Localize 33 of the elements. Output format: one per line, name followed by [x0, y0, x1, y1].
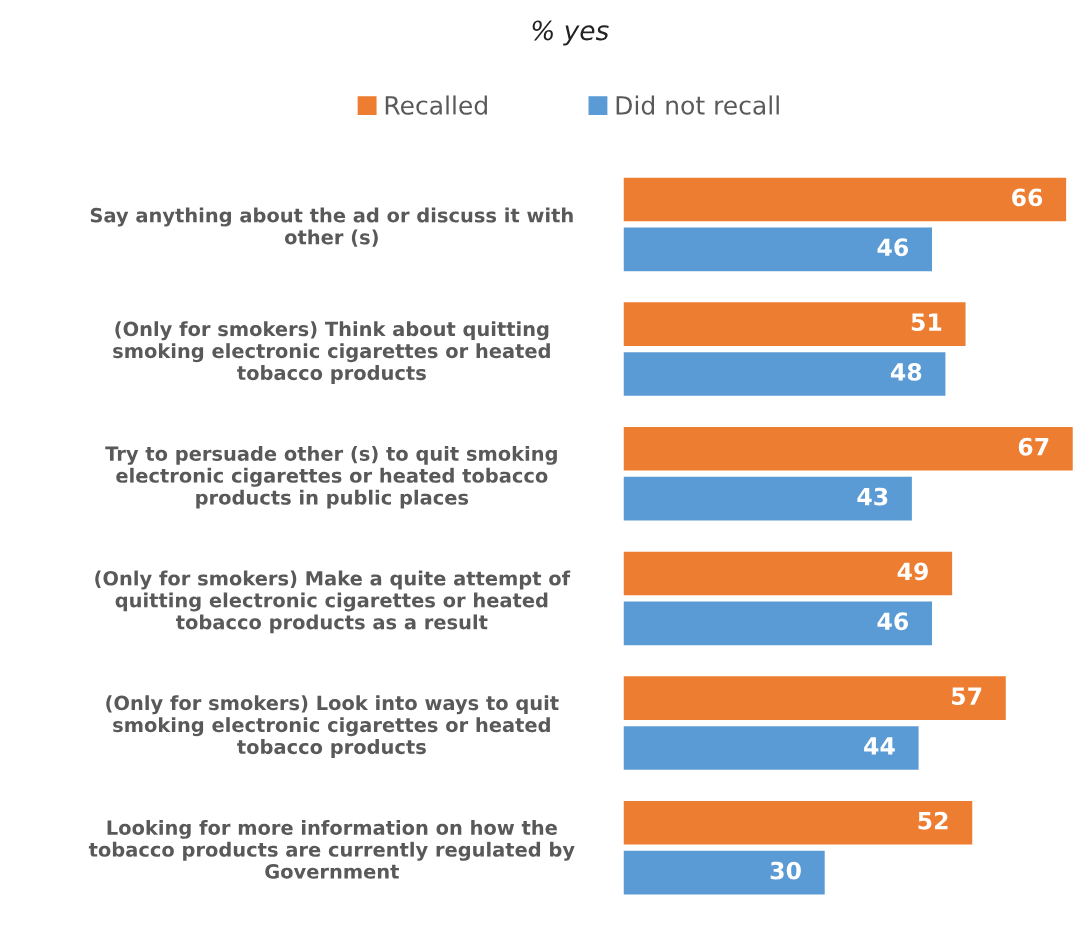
bar	[623, 726, 919, 770]
data-label: 43	[857, 487, 888, 506]
data-label: 57	[952, 687, 982, 705]
bar	[623, 601, 933, 646]
bar	[623, 426, 1073, 471]
bar	[623, 800, 973, 845]
bar	[623, 476, 912, 521]
bar	[623, 302, 966, 346]
bar	[623, 352, 946, 396]
bar	[623, 676, 1006, 720]
data-label: 52	[918, 811, 948, 830]
y-tick-label: Say anything about the ad or discuss it with other (s)	[90, 207, 573, 247]
y-tick-label: (Only for smokers) Think about quitting smoking electronic cigarettes or heated tobacco products	[113, 321, 550, 384]
y-tick-label: Try to persuade other (s) to quit smoking electronic cigarettes or heated tobacco products in public places	[105, 445, 557, 509]
bar	[623, 227, 933, 272]
legend-label: Did not recall	[616, 95, 779, 115]
data-label: 67	[1018, 437, 1049, 456]
bar	[623, 177, 1067, 222]
data-label: 51	[911, 313, 942, 331]
data-label: 44	[864, 737, 895, 755]
legend-label: Recalled	[385, 95, 487, 115]
y-tick-label: Looking for more information on how the tobacco products are currently regulated by Government	[88, 819, 575, 879]
y-tick-label: (Only for smokers) Look into ways to quit smoking electronic cigarettes or heated tobacco products	[106, 695, 559, 758]
data-label: 46	[877, 238, 909, 257]
data-label: 46	[877, 612, 909, 631]
data-label: 30	[770, 861, 801, 880]
y-tick-label: (Only for smokers) Make a quite attempt of quitting electronic cigarettes or heated tobacco products as a result	[95, 570, 571, 634]
bar	[623, 551, 953, 596]
bar	[623, 850, 825, 895]
data-label: 66	[1012, 188, 1043, 207]
chart-title: % yes	[532, 20, 609, 46]
data-label: 49	[897, 562, 928, 581]
data-label: 48	[890, 362, 922, 381]
